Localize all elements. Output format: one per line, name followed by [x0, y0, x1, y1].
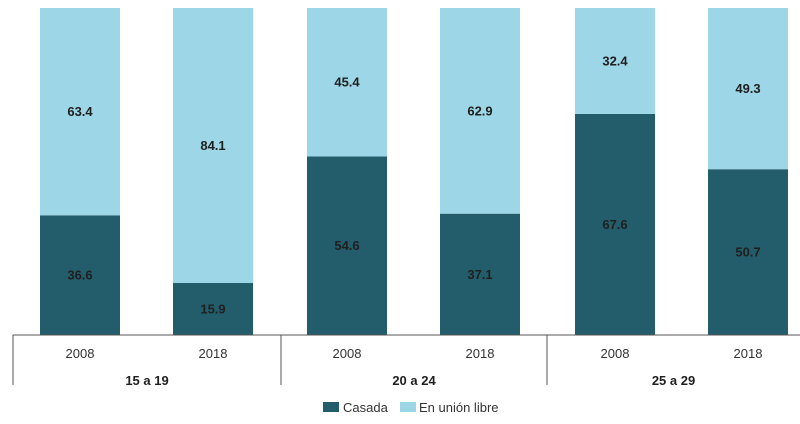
bar-en-uni-n-libre-15-a-19-2018: [173, 8, 253, 284]
x-tick-year: 2008: [333, 346, 362, 361]
x-group-label: 15 a 19: [125, 373, 168, 388]
data-label-en-uni-n-libre: 84.1: [200, 138, 225, 153]
legend: Casada En unión libre: [323, 400, 499, 415]
data-label-casada: 50.7: [735, 245, 760, 260]
bar-casada-25-a-29-2018: [708, 169, 788, 335]
x-tick-year: 2008: [66, 346, 95, 361]
legend-label: Casada: [343, 400, 389, 415]
bar-en-uni-n-libre-20-a-24-2008: [307, 8, 387, 157]
data-label-en-uni-n-libre: 45.4: [334, 75, 360, 90]
data-label-en-uni-n-libre: 49.3: [735, 81, 760, 96]
data-label-casada: 15.9: [200, 301, 225, 316]
bar-en-uni-n-libre-25-a-29-2008: [575, 8, 655, 114]
x-tick-year: 2018: [466, 346, 495, 361]
x-axis: 2008 2018 15 a 19 2008 2018 20 a 24 2008 2018 25…: [12, 334, 800, 388]
data-label-casada: 37.1: [467, 267, 492, 282]
data-label-casada: 67.6: [602, 217, 627, 232]
data-label-en-uni-n-libre: 63.4: [67, 104, 93, 119]
bar-casada-20-a-24-2018: [440, 213, 520, 335]
bar-casada-15-a-19-2018: [173, 283, 253, 335]
data-label-casada: 36.6: [67, 268, 92, 283]
legend-label: En unión libre: [419, 400, 499, 415]
bar-en-uni-n-libre-25-a-29-2018: [708, 8, 788, 170]
x-tick-year: 2018: [734, 346, 763, 361]
bar-casada-20-a-24-2008: [307, 156, 387, 335]
bar-casada-15-a-19-2008: [40, 215, 120, 335]
data-label-casada: 54.6: [334, 238, 359, 253]
bar-en-uni-n-libre-15-a-19-2008: [40, 8, 120, 216]
bars-layer: 36.6 63.4 15.9 84.1 54.6 45.4 37.1 62.9 67.6 32.4…: [40, 8, 788, 335]
x-group-label: 25 a 29: [652, 373, 695, 388]
x-tick-year: 2018: [199, 346, 228, 361]
data-label-en-uni-n-libre: 62.9: [467, 103, 492, 118]
x-tick-year: 2008: [601, 346, 630, 361]
legend-swatch: [400, 402, 416, 412]
data-label-en-uni-n-libre: 32.4: [602, 53, 628, 68]
legend-swatch: [323, 402, 339, 412]
x-group-label: 20 a 24: [392, 373, 436, 388]
bar-casada-25-a-29-2008: [575, 113, 655, 335]
bar-en-uni-n-libre-20-a-24-2018: [440, 8, 520, 214]
